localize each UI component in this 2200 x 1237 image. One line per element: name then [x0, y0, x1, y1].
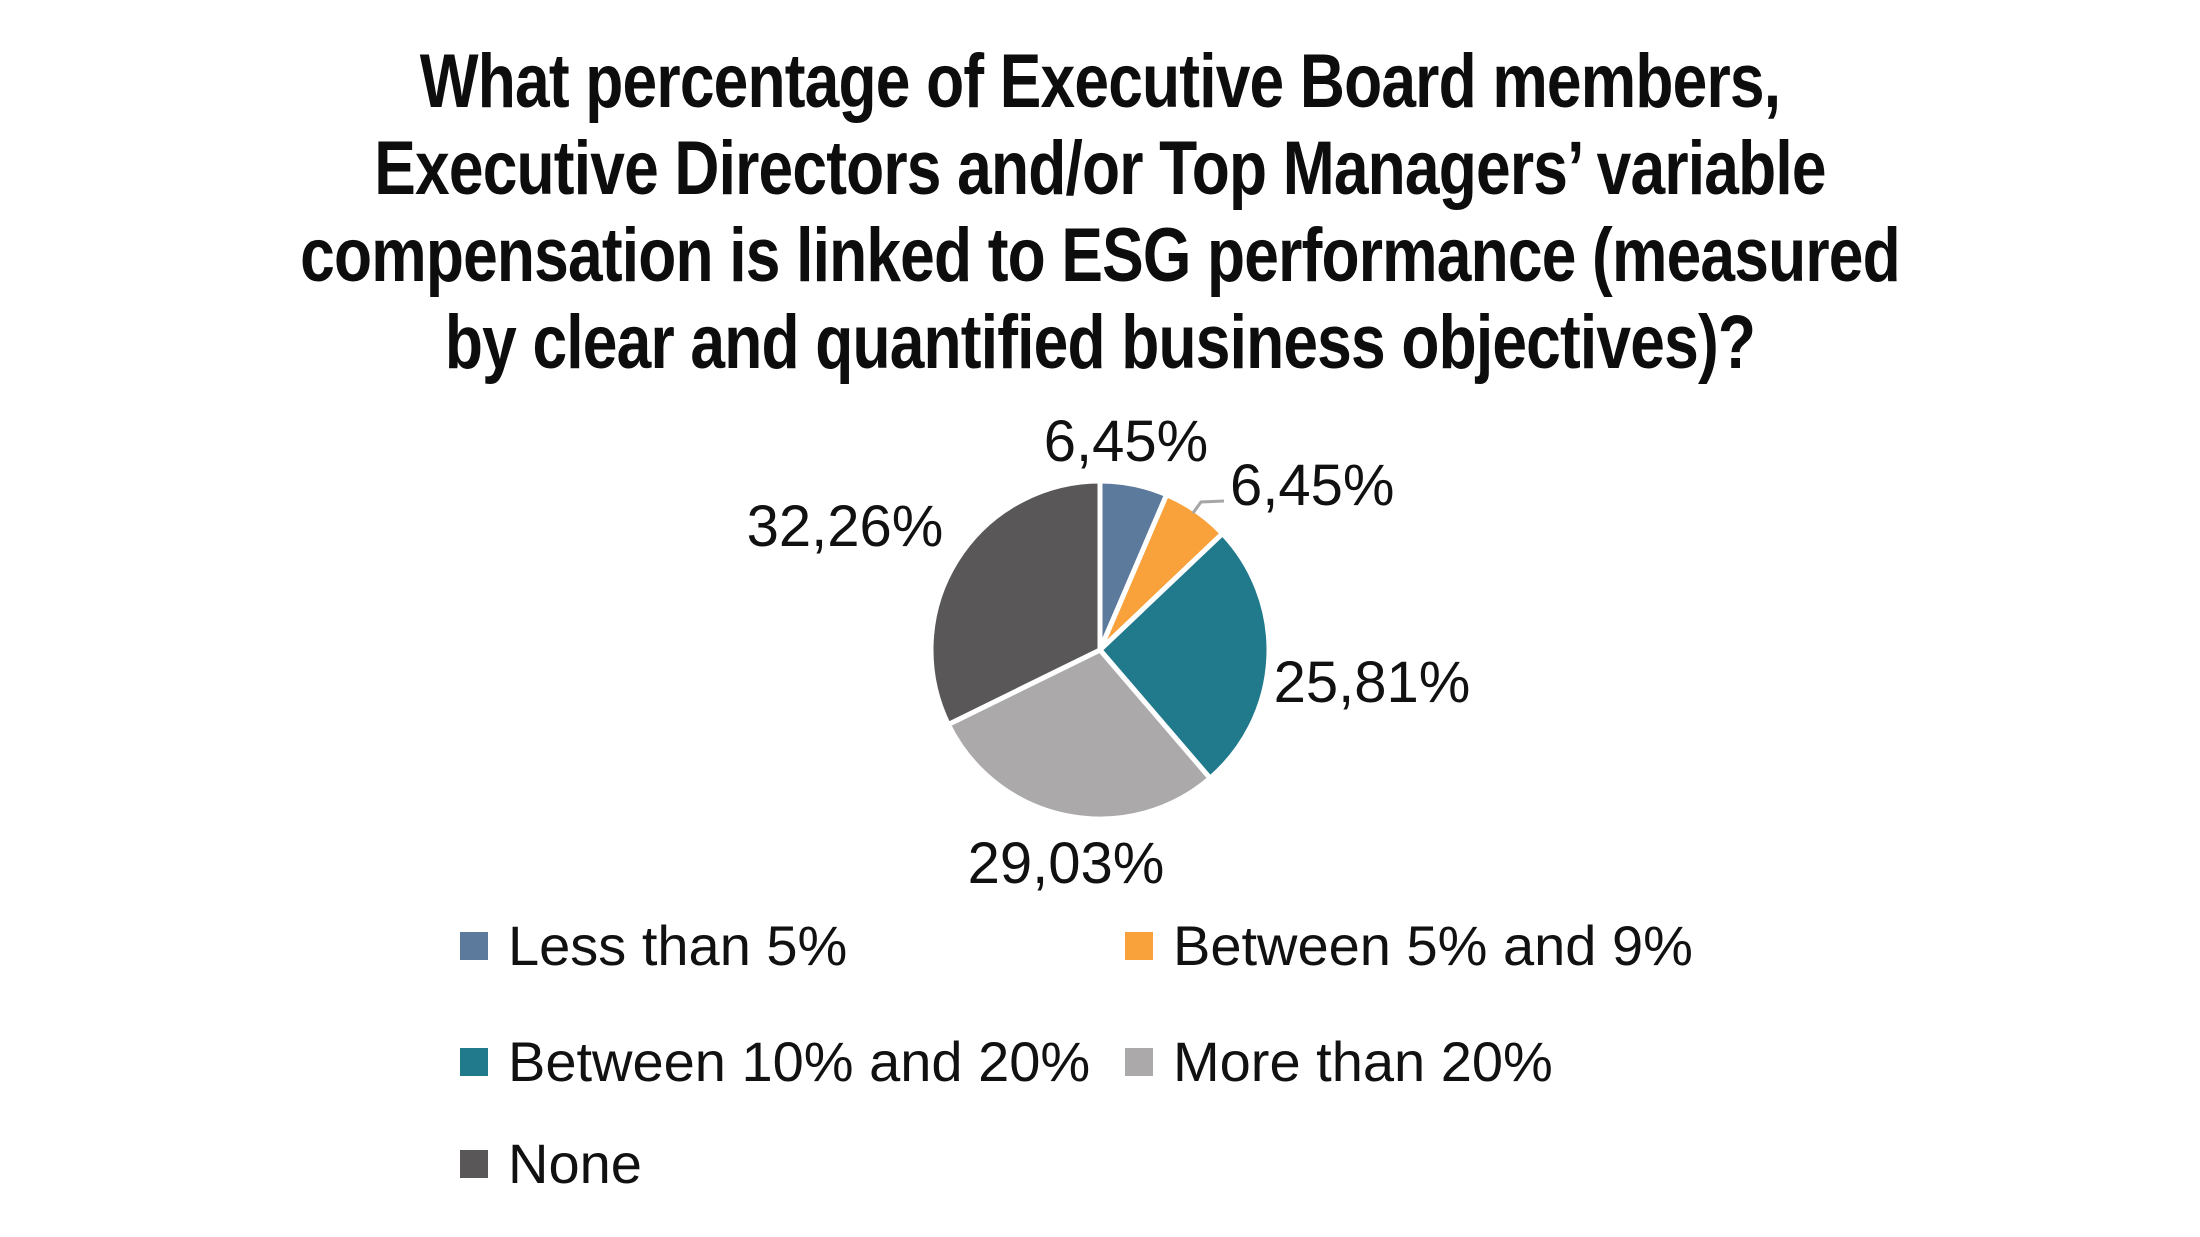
chart-title-line-3: compensation is linked to ESG performanc… — [300, 213, 1901, 298]
legend-label: Between 5% and 9% — [1173, 914, 1693, 977]
pie-slice-none — [928, 478, 1103, 727]
legend-swatch-icon — [460, 1048, 488, 1076]
legend-item-less-than-5: Less than 5% — [460, 918, 847, 974]
legend-label: More than 20% — [1173, 1030, 1553, 1093]
legend-swatch-icon — [460, 1150, 488, 1178]
chart-title: What percentage of Executive Board membe… — [198, 38, 2002, 386]
data-label-between-10-and-20: 25,81% — [1273, 650, 1471, 715]
legend-swatch-icon — [1125, 1048, 1153, 1076]
data-label-more-than-20: 29,03% — [967, 831, 1165, 896]
chart-title-line-2: Executive Directors and/or Top Managers’… — [374, 126, 1826, 211]
chart-title-line-4: by clear and quantified business objecti… — [444, 300, 1756, 385]
data-label-none: 32,26% — [746, 494, 944, 559]
chart-title-line-1: What percentage of Executive Board membe… — [419, 39, 1781, 124]
legend-item-more-than-20: More than 20% — [1125, 1034, 1553, 1090]
data-label-less-than-5: 6,45% — [1043, 409, 1209, 474]
legend-swatch-icon — [1125, 932, 1153, 960]
label-leader-line — [1191, 499, 1225, 514]
legend-label: None — [508, 1132, 642, 1195]
legend-swatch-icon — [460, 932, 488, 960]
pie-slice-between-10-and-20- — [1097, 531, 1272, 781]
legend-item-between-5-and-9: Between 5% and 9% — [1125, 918, 1693, 974]
pie-chart — [928, 478, 1272, 822]
pie-slice-more-than-20- — [945, 647, 1213, 822]
legend-item-none: None — [460, 1136, 642, 1192]
data-label-between-5-and-9: 6,45% — [1230, 453, 1395, 518]
legend-label: Between 10% and 20% — [508, 1030, 1091, 1093]
legend-label: Less than 5% — [508, 914, 848, 977]
legend-item-between-10-and-20: Between 10% and 20% — [460, 1034, 1090, 1090]
pie-slices-group — [928, 478, 1272, 822]
